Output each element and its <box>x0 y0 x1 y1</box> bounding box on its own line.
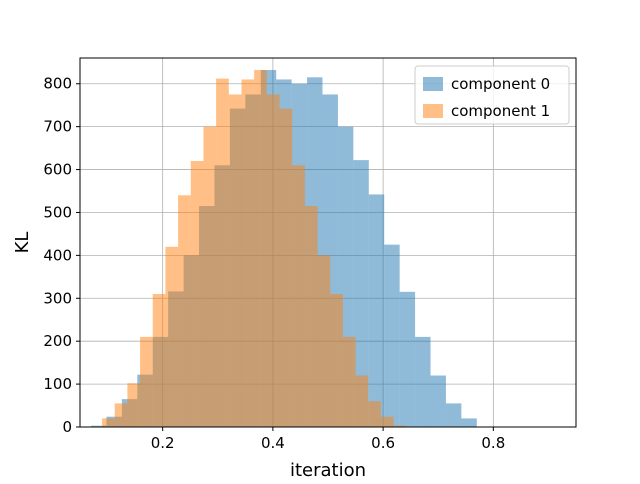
y-tick-label: 100 <box>43 375 72 393</box>
histogram-bar <box>203 126 217 428</box>
histogram-bar <box>399 291 416 427</box>
histogram-bar <box>178 195 191 427</box>
histogram-bars <box>91 70 477 428</box>
histogram-bar <box>445 403 462 427</box>
y-tick-label: 700 <box>43 118 72 136</box>
legend-box <box>414 65 570 125</box>
y-tick-label: 300 <box>43 289 72 307</box>
x-tick-label: 0.6 <box>371 434 395 452</box>
histogram-bar <box>384 244 400 427</box>
y-tick-label: 400 <box>43 246 72 264</box>
x-tick-label: 0.4 <box>261 434 285 452</box>
histogram-bar <box>393 425 407 427</box>
plot-frame <box>79 57 577 428</box>
y-axis-title: KL <box>12 232 33 254</box>
histogram-bar <box>241 79 255 427</box>
histogram-bar <box>266 94 280 427</box>
x-axis-title: iteration <box>290 460 366 480</box>
x-tick-label: 0.2 <box>151 434 175 452</box>
histogram-bar <box>152 293 166 427</box>
histogram-bar <box>342 336 356 427</box>
histogram-bar <box>353 160 369 428</box>
histogram-bar <box>368 401 381 427</box>
y-tick-label: 500 <box>43 203 72 221</box>
histogram-bar <box>355 375 369 427</box>
histogram-bar <box>165 246 179 427</box>
y-axis-ticks: 0 100 200 300 400 500 600 700 800 <box>43 75 80 436</box>
histogram-bar <box>430 375 446 427</box>
histogram-bar <box>292 165 305 427</box>
histogram-bar <box>140 336 153 427</box>
histogram-bar <box>254 70 267 428</box>
legend-label-component-1: component 1 <box>451 102 550 120</box>
histogram-bar <box>114 403 128 427</box>
histogram-bar <box>91 425 107 427</box>
histogram-bar <box>228 94 242 427</box>
histogram-bar <box>216 78 229 428</box>
legend-swatch-component-0 <box>423 77 443 91</box>
x-tick-label: 0.8 <box>481 434 505 452</box>
histogram-bar <box>368 194 385 427</box>
x-axis-ticks: 0.2 0.4 0.6 0.8 <box>151 427 505 452</box>
histogram-bar <box>127 383 141 427</box>
y-tick-label: 0 <box>62 418 72 436</box>
histogram-bar <box>380 416 394 427</box>
y-tick-label: 800 <box>43 75 72 93</box>
histogram-bar <box>102 418 115 427</box>
histogram-bar <box>415 336 431 427</box>
legend-swatch-component-1 <box>423 104 443 118</box>
histogram-bar <box>461 418 477 427</box>
legend-label-component-0: component 0 <box>451 75 550 93</box>
histogram-bar <box>304 206 318 427</box>
y-tick-label: 600 <box>43 161 72 179</box>
series-1-bars <box>102 70 407 428</box>
histogram-bar <box>317 255 331 427</box>
histogram-bar <box>190 160 204 427</box>
histogram-bar <box>279 108 293 427</box>
legend: component 0 component 1 <box>414 65 570 125</box>
histogram-bar <box>330 293 343 427</box>
y-tick-label: 200 <box>43 332 72 350</box>
